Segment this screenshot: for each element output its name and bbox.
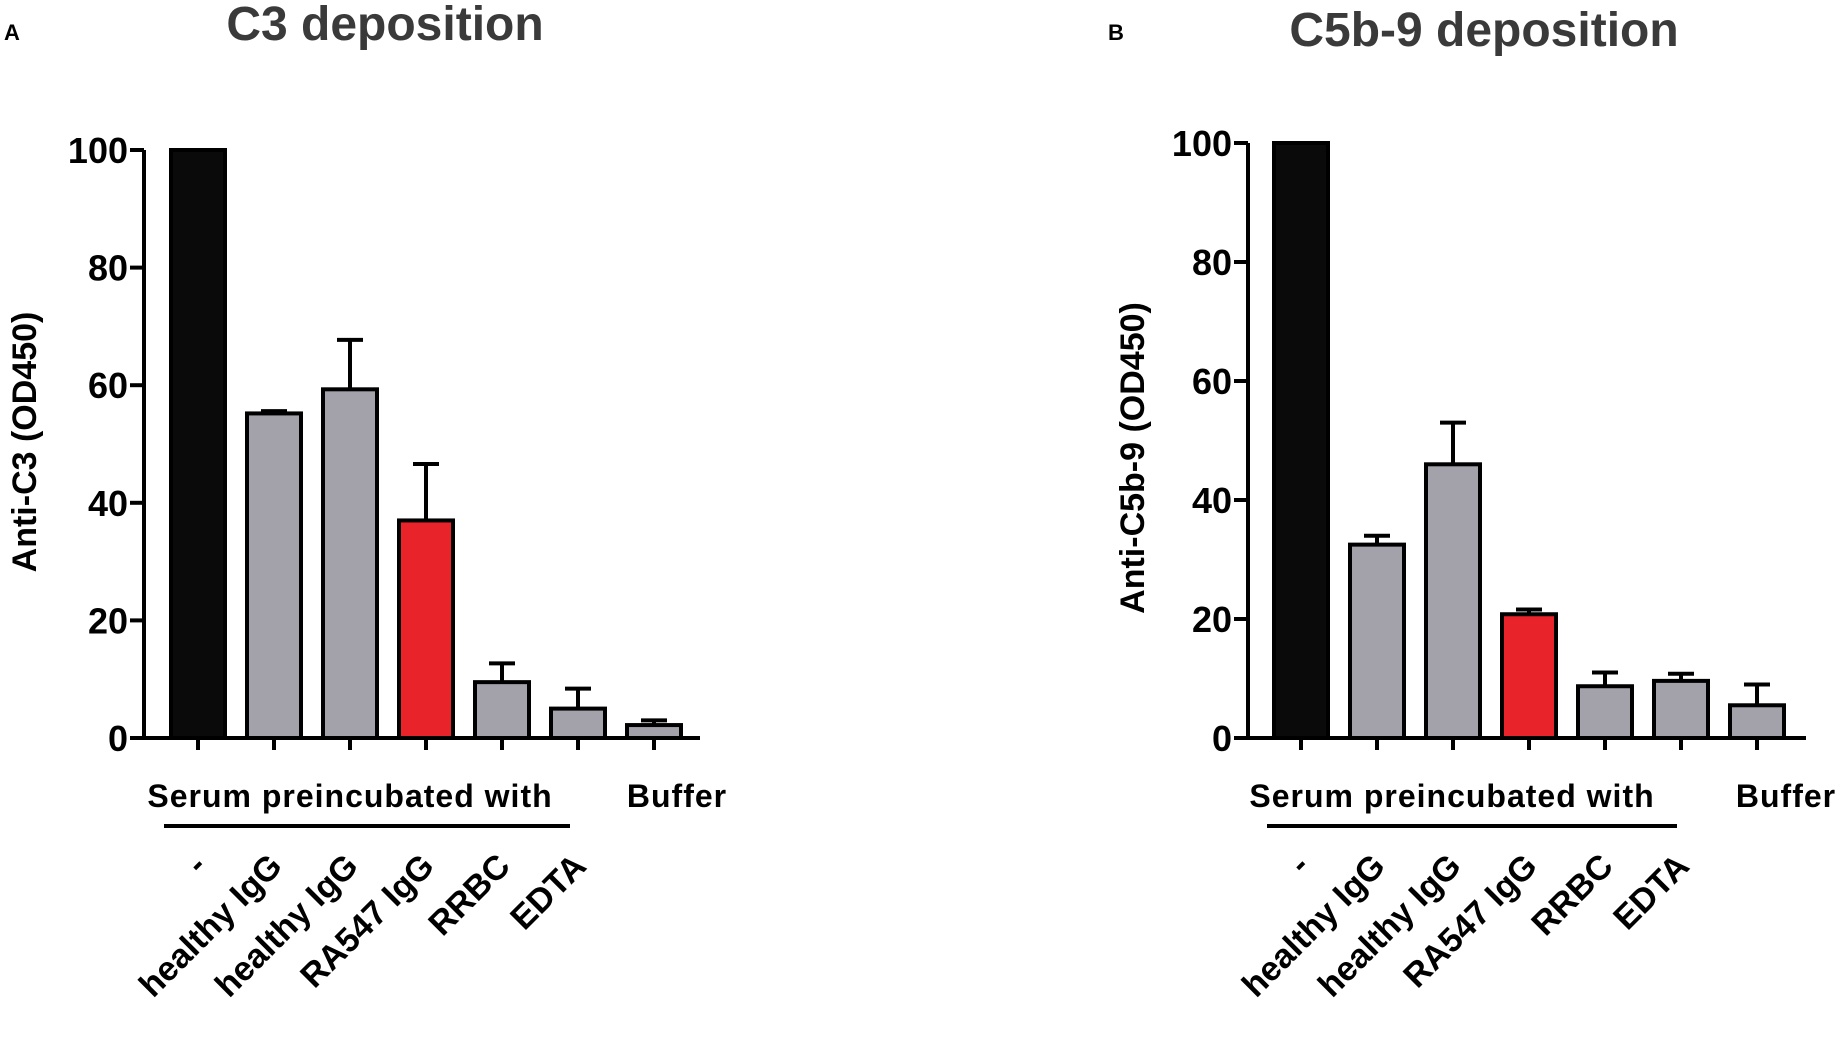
bar <box>1652 678 1710 741</box>
y-tick-label: 100 <box>1172 123 1232 164</box>
y-tick-label: 20 <box>1192 599 1232 640</box>
panel-letter: B <box>1108 20 1124 45</box>
y-tick-label: 40 <box>1192 480 1232 521</box>
y-tick-label: 20 <box>88 600 128 641</box>
panel-a: A C3 deposition Anti-C3 (OD450) Serum pr… <box>4 0 727 1005</box>
y-axis-label: Anti-C3 (OD450) <box>6 312 44 573</box>
bar <box>169 148 227 740</box>
bar <box>1576 684 1634 740</box>
group-label: Serum preincubated with <box>1249 778 1654 814</box>
x-tick-label: RRBC <box>1524 847 1620 943</box>
x-tick-label: - <box>1282 847 1317 882</box>
y-tick-label: 80 <box>1192 242 1232 283</box>
y-tick-label: 80 <box>88 248 128 289</box>
bar <box>1728 703 1786 741</box>
group-label: Serum preincubated with <box>147 778 552 814</box>
panel-b: B C5b-9 deposition Anti-C5b-9 (OD450) Se… <box>1108 4 1836 1005</box>
x-tick-label: RRBC <box>421 847 517 943</box>
bar <box>1424 462 1482 740</box>
bar <box>245 411 303 740</box>
chart-title: C3 deposition <box>226 0 543 51</box>
buffer-label: Buffer <box>627 778 727 814</box>
bar <box>397 518 455 740</box>
x-tick-label: EDTA <box>1606 847 1697 938</box>
y-tick-label: 60 <box>88 365 128 406</box>
bar <box>1500 612 1558 740</box>
bar <box>549 706 607 740</box>
y-tick-label: 100 <box>68 130 128 171</box>
y-tick-label: 0 <box>1212 718 1232 759</box>
bar <box>473 680 531 741</box>
y-tick-label: 60 <box>1192 361 1232 402</box>
y-axis-label: Anti-C5b-9 (OD450) <box>1114 302 1152 614</box>
bar <box>1348 542 1406 740</box>
x-tick-label: EDTA <box>503 847 594 938</box>
bar <box>1272 141 1330 740</box>
x-tick-label: - <box>179 847 214 882</box>
y-tick-label: 40 <box>88 483 128 524</box>
bar <box>321 387 379 740</box>
panel-letter: A <box>4 20 20 45</box>
chart-title: C5b-9 deposition <box>1289 4 1678 57</box>
y-tick-label: 0 <box>108 718 128 759</box>
buffer-label: Buffer <box>1736 778 1836 814</box>
